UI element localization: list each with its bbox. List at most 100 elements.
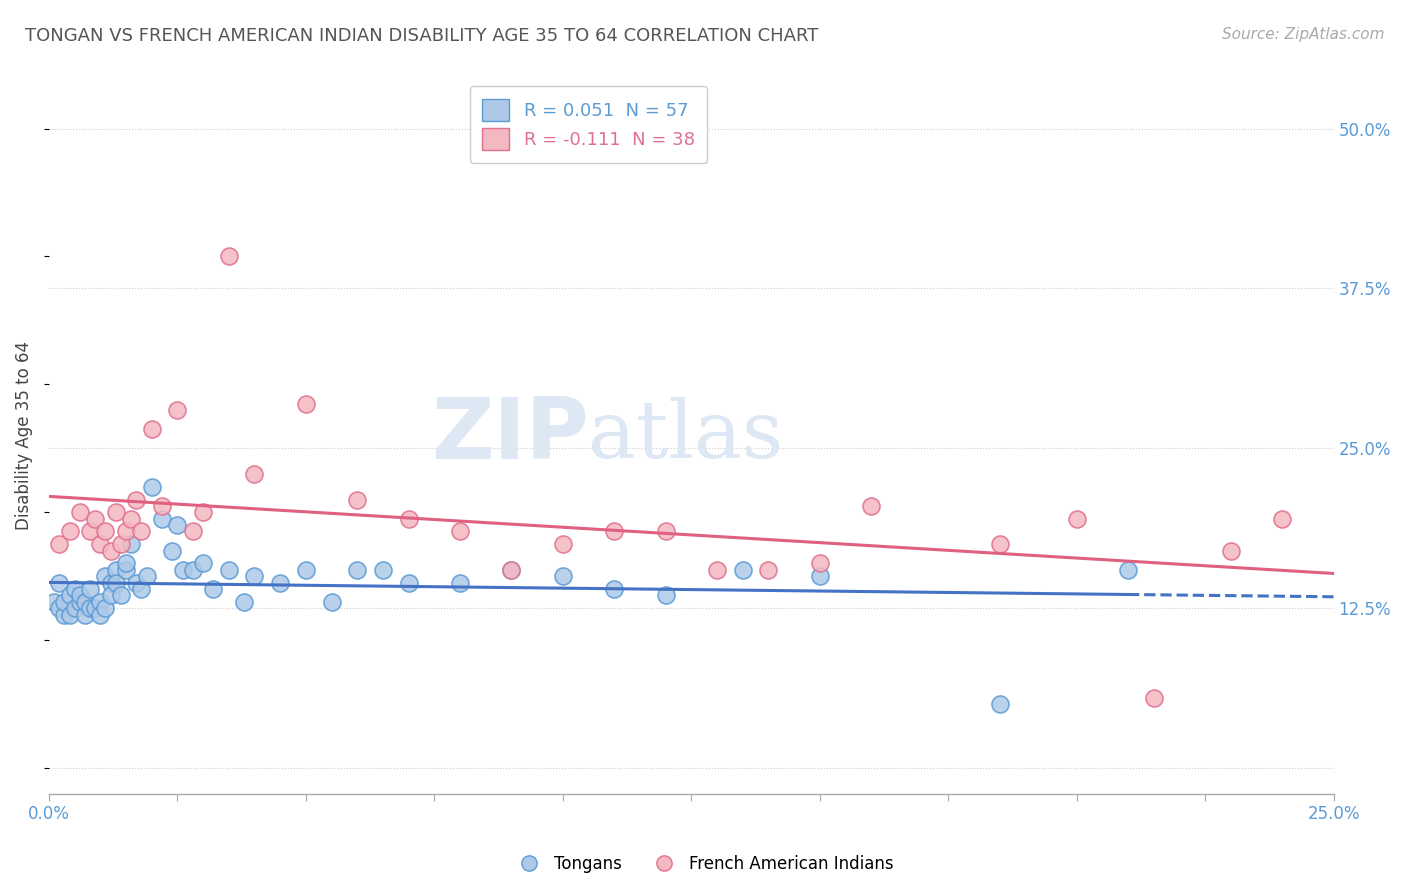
Point: [89, 607, 111, 622]
Point: [79, 582, 101, 596]
Point: [218, 563, 240, 577]
Point: [1143, 690, 1166, 705]
Text: TONGAN VS FRENCH AMERICAN INDIAN DISABILITY AGE 35 TO 64 CORRELATION CHART: TONGAN VS FRENCH AMERICAN INDIAN DISABIL…: [25, 27, 818, 45]
Point: [69, 589, 91, 603]
Point: [120, 511, 142, 525]
Point: [115, 563, 138, 577]
Point: [191, 557, 214, 571]
Point: [398, 511, 420, 525]
Point: [808, 569, 831, 583]
Point: [808, 557, 831, 571]
Point: [100, 543, 122, 558]
Point: [100, 575, 122, 590]
Point: [654, 524, 676, 539]
Point: [48, 601, 70, 615]
Point: [449, 575, 471, 590]
Point: [141, 480, 163, 494]
Point: [150, 511, 173, 525]
Point: [243, 569, 266, 583]
Point: [166, 518, 188, 533]
Point: [150, 499, 173, 513]
Point: [166, 403, 188, 417]
Legend: R = 0.051  N = 57, R = -0.111  N = 38: R = 0.051 N = 57, R = -0.111 N = 38: [470, 87, 707, 163]
Point: [110, 589, 132, 603]
Point: [654, 589, 676, 603]
Point: [141, 422, 163, 436]
Point: [84, 601, 107, 615]
Point: [120, 537, 142, 551]
Point: [94, 569, 117, 583]
Point: [48, 537, 70, 551]
Point: [58, 589, 80, 603]
Point: [860, 499, 883, 513]
Point: [551, 537, 574, 551]
Point: [191, 505, 214, 519]
Point: [501, 563, 523, 577]
Point: [94, 524, 117, 539]
Point: [603, 524, 626, 539]
Point: [269, 575, 291, 590]
Point: [115, 524, 138, 539]
Point: [172, 563, 194, 577]
Text: ZIP: ZIP: [430, 394, 589, 477]
Point: [58, 524, 80, 539]
Point: [1271, 511, 1294, 525]
Point: [706, 563, 728, 577]
Point: [58, 607, 80, 622]
Point: [988, 697, 1011, 711]
Point: [731, 563, 754, 577]
Point: [73, 595, 96, 609]
Point: [110, 537, 132, 551]
Point: [756, 563, 779, 577]
Text: Source: ZipAtlas.com: Source: ZipAtlas.com: [1222, 27, 1385, 42]
Point: [131, 524, 153, 539]
Point: [202, 582, 225, 596]
Point: [162, 543, 184, 558]
Point: [181, 524, 204, 539]
Point: [94, 601, 117, 615]
Y-axis label: Disability Age 35 to 64: Disability Age 35 to 64: [15, 341, 32, 530]
Point: [73, 607, 96, 622]
Point: [243, 467, 266, 481]
Point: [295, 396, 318, 410]
Point: [63, 582, 86, 596]
Point: [346, 563, 368, 577]
Point: [295, 563, 318, 577]
Point: [233, 595, 256, 609]
Point: [321, 595, 343, 609]
Text: atlas: atlas: [589, 397, 783, 475]
Point: [42, 595, 65, 609]
Point: [346, 492, 368, 507]
Point: [89, 595, 111, 609]
Point: [125, 492, 148, 507]
Point: [1219, 543, 1241, 558]
Point: [63, 601, 86, 615]
Point: [131, 582, 153, 596]
Point: [100, 589, 122, 603]
Point: [371, 563, 394, 577]
Point: [603, 582, 626, 596]
Point: [104, 563, 127, 577]
Point: [551, 569, 574, 583]
Point: [104, 505, 127, 519]
Legend: Tongans, French American Indians: Tongans, French American Indians: [506, 848, 900, 880]
Point: [104, 575, 127, 590]
Point: [79, 524, 101, 539]
Point: [1116, 563, 1139, 577]
Point: [79, 601, 101, 615]
Point: [53, 595, 76, 609]
Point: [398, 575, 420, 590]
Point: [48, 575, 70, 590]
Point: [218, 250, 240, 264]
Point: [69, 505, 91, 519]
Point: [84, 511, 107, 525]
Point: [449, 524, 471, 539]
Point: [988, 537, 1011, 551]
Point: [89, 537, 111, 551]
Point: [135, 569, 157, 583]
Point: [501, 563, 523, 577]
Point: [69, 595, 91, 609]
Point: [115, 557, 138, 571]
Point: [125, 575, 148, 590]
Point: [53, 607, 76, 622]
